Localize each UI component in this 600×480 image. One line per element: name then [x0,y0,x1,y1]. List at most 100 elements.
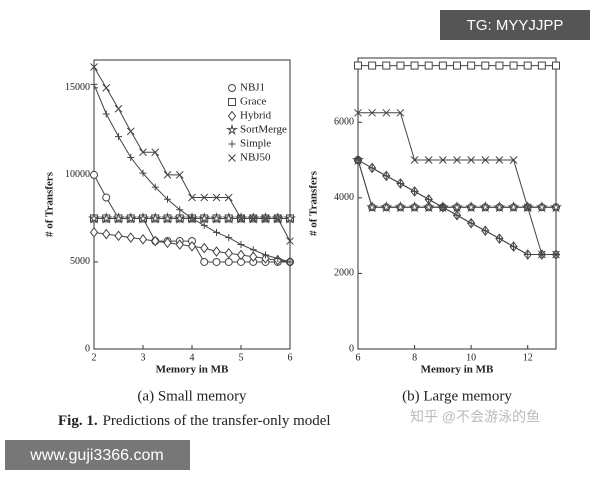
marker [89,227,99,238]
watermark-box [5,440,190,470]
marker [136,211,150,224]
watermark: www.guji3366.com [29,447,163,464]
marker [249,214,258,223]
marker [236,249,246,261]
marker [286,258,294,266]
y-tick-label: 6000 [334,117,354,128]
marker [354,156,362,164]
watermark-box [440,10,590,40]
marker [366,201,379,213]
marker [535,201,548,213]
marker [380,200,393,213]
marker [509,156,518,164]
marker [467,219,475,227]
marker [467,61,476,70]
marker [90,170,98,179]
legend-label: Simple [240,138,271,150]
marker [139,169,147,177]
marker [100,212,113,224]
marker [552,250,560,259]
marker [102,110,110,118]
marker [151,235,160,247]
marker [90,63,98,71]
marker [175,239,184,250]
figure-text: Predictions of the transfer-only model [103,413,331,429]
marker [138,234,148,245]
marker [368,164,376,172]
watermark: TG: MYYJJPP [467,17,564,34]
marker [450,200,464,213]
marker [163,237,172,249]
marker [112,211,125,224]
legend-label: NBJ50 [240,152,271,164]
marker [507,201,520,213]
x-tick-label: 6 [356,352,361,363]
marker [212,257,221,266]
marker [453,211,461,219]
marker [213,228,220,236]
marker [228,98,236,106]
marker [87,211,101,224]
marker [495,235,503,243]
marker [124,212,137,224]
marker [524,251,532,259]
marker [163,171,172,179]
marker [151,148,160,157]
y-tick-label: 2000 [334,268,354,279]
marker [114,230,123,242]
x-axis-label: Memory in MB [421,364,494,376]
marker [481,227,489,235]
figure-label: Fig. 1. [58,413,98,429]
marker [200,242,209,254]
marker [249,246,257,254]
marker [212,246,221,257]
marker [439,156,447,164]
marker [283,211,297,224]
marker [410,156,419,164]
figure-caption: Fig. 1. Predictions of the transfer-only … [58,413,331,429]
x-tick-label: 6 [288,352,293,363]
marker [237,214,245,223]
chart-caption: (a) Small memory [137,388,247,404]
marker [382,61,391,70]
x-tick-label: 5 [239,352,244,363]
marker [227,110,237,122]
marker [549,200,563,213]
marker [481,61,490,70]
marker [200,257,209,266]
marker [188,214,196,222]
x-tick-label: 8 [412,352,417,363]
marker [396,61,405,70]
marker [228,140,236,148]
legend-label: Grace [240,96,266,108]
marker [151,183,159,191]
marker [200,221,208,229]
marker [164,195,171,203]
marker [187,240,197,252]
marker [552,61,560,70]
marker [273,214,282,223]
marker [467,156,475,164]
marker [139,148,147,157]
marker [115,133,122,141]
marker [102,228,111,240]
marker [161,211,174,224]
marker [465,201,478,213]
marker [224,257,233,266]
marker [410,61,419,70]
marker [509,61,518,70]
marker [198,212,211,224]
marker [537,61,546,70]
legend-label: Hybrid [240,110,272,122]
legend-label: SortMerge [240,124,287,136]
marker [102,84,111,92]
marker [222,212,235,224]
marker [173,212,186,224]
marker [425,195,433,203]
marker [176,206,184,214]
marker [224,247,233,259]
x-tick-label: 4 [190,352,195,363]
marker [261,214,270,223]
marker [481,156,490,164]
